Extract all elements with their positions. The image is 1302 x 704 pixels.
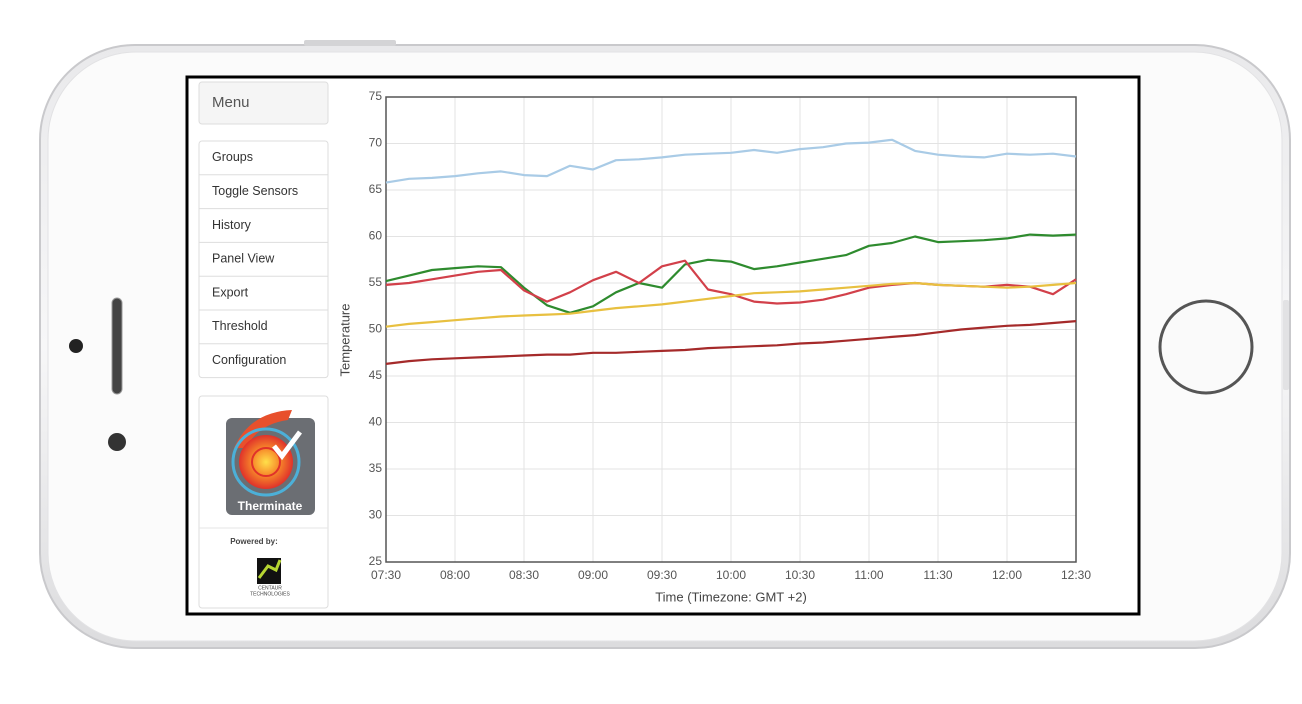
y-tick-label: 65 xyxy=(369,182,383,196)
y-tick-label: 45 xyxy=(369,368,383,382)
menu-item[interactable]: Groups xyxy=(212,150,253,164)
x-tick-label: 12:00 xyxy=(992,568,1022,582)
logo-text: Therminate xyxy=(238,499,303,513)
logo-swoosh xyxy=(234,410,292,448)
menu-title: Menu xyxy=(212,94,250,111)
series-line xyxy=(385,138,1077,184)
y-tick-label: 35 xyxy=(369,461,383,475)
speaker xyxy=(111,297,123,395)
menu-item[interactable]: Export xyxy=(212,285,249,299)
side-button xyxy=(304,40,396,46)
menu-header xyxy=(198,81,329,125)
y-axis-title: Temperature xyxy=(337,304,352,377)
logo-ring xyxy=(251,447,281,477)
x-tick-label: 09:00 xyxy=(578,568,608,582)
x-tick-label: 10:30 xyxy=(785,568,815,582)
series-line xyxy=(385,320,1077,365)
x-axis-title: Time (Timezone: GMT +2) xyxy=(655,589,807,604)
y-tick-label: 25 xyxy=(369,554,383,568)
x-tick-label: 12:30 xyxy=(1061,568,1091,582)
x-tick-label: 08:30 xyxy=(509,568,539,582)
partner-icon-mark xyxy=(257,559,282,579)
camera xyxy=(108,433,126,451)
y-tick-label: 40 xyxy=(369,415,383,429)
logo-check xyxy=(272,430,302,461)
series-line xyxy=(385,281,1077,328)
x-tick-label: 10:00 xyxy=(716,568,746,582)
menu-box xyxy=(198,140,329,379)
y-tick-label: 30 xyxy=(369,508,383,522)
partner-name: CENTAUR xyxy=(258,585,282,591)
y-tick-label: 55 xyxy=(369,275,383,289)
series-line xyxy=(385,233,1077,314)
menu-item[interactable]: Threshold xyxy=(212,319,268,333)
menu-item[interactable]: Configuration xyxy=(212,353,286,367)
x-tick-label: 09:30 xyxy=(647,568,677,582)
y-tick-label: 70 xyxy=(369,136,383,150)
partner-name: TECHNOLOGIES xyxy=(250,591,290,597)
x-tick-label: 11:30 xyxy=(923,568,952,582)
home-button[interactable] xyxy=(1158,299,1254,395)
plot-border xyxy=(385,96,1077,563)
menu-item[interactable]: History xyxy=(212,218,252,232)
side-button xyxy=(1283,300,1289,390)
logo-core xyxy=(239,435,293,489)
logo-ring xyxy=(231,427,301,497)
y-tick-label: 60 xyxy=(369,229,383,243)
powered-by: Powered by: xyxy=(230,537,278,546)
x-tick-label: 08:00 xyxy=(440,568,470,582)
x-tick-label: 11:00 xyxy=(854,568,883,582)
chart: Temperature Time (Timezone: GMT +2) 25 30… xyxy=(337,89,1091,604)
menu-list: Groups Toggle Sensors History Panel View Exp… xyxy=(198,140,329,379)
partner-icon xyxy=(257,558,281,584)
menu-item[interactable]: Panel View xyxy=(212,252,275,266)
menu-item[interactable]: Toggle Sensors xyxy=(212,184,298,198)
y-tick-label: 75 xyxy=(369,89,383,103)
x-tick-label: 07:30 xyxy=(371,568,401,582)
y-tick-label: 50 xyxy=(369,322,383,336)
sensor xyxy=(69,339,83,353)
screen xyxy=(185,75,1141,616)
